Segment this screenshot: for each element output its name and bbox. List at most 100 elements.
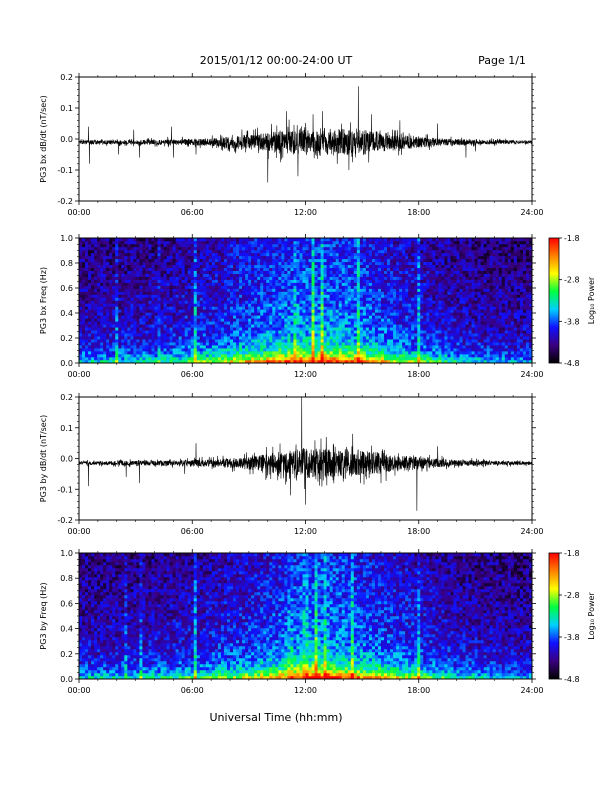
spectrogram-cell: [91, 255, 95, 260]
spectrogram-cell: [290, 282, 294, 286]
spectrogram-cell: [139, 282, 143, 286]
spectrogram-cell: [263, 288, 267, 292]
spectrogram-cell: [166, 336, 170, 340]
spectrogram-cell: [214, 327, 219, 331]
spectrogram-cell: [359, 270, 364, 274]
spectrogram-cell: [423, 348, 427, 352]
spectrogram-cell: [172, 327, 176, 331]
spectrogram-cell: [402, 276, 406, 280]
spectrogram-cell: [130, 330, 134, 334]
spectrogram-cell: [254, 264, 258, 269]
spectrogram-cell: [160, 306, 164, 310]
spectrogram-cell: [118, 261, 122, 266]
spectrogram-cell: [387, 306, 391, 310]
spectrogram-cell: [112, 357, 116, 361]
spectrogram-cell: [97, 321, 101, 325]
spectrogram-cell: [402, 258, 406, 263]
spectrogram-cell: [115, 360, 119, 364]
spectrogram-cell: [148, 238, 152, 242]
spectrogram-cell: [260, 270, 264, 274]
spectrogram-cell: [420, 249, 424, 254]
spectrogram-cell: [347, 267, 352, 271]
spectrogram-cell: [396, 354, 400, 358]
spectrogram-cell: [384, 249, 388, 254]
spectrogram-cell: [220, 279, 225, 283]
spectrogram-cell: [368, 315, 373, 319]
spectrogram-cell: [353, 276, 358, 280]
spectrogram-cell: [393, 240, 397, 245]
spectrogram-cell: [79, 279, 83, 283]
spectrogram-cell: [175, 243, 179, 248]
spectrogram-cell: [284, 324, 288, 328]
spectrogram-cell: [88, 321, 92, 325]
spectrogram-cell: [362, 318, 367, 322]
spectrogram-cell: [236, 285, 240, 289]
spectrogram-cell: [184, 342, 188, 346]
spectrogram-cell: [236, 261, 240, 266]
spectrogram-cell: [350, 276, 355, 280]
spectrogram-cell: [211, 327, 216, 331]
spectrogram-cell: [124, 291, 128, 295]
spectrogram-cell: [278, 258, 282, 263]
spectrogram-cell: [181, 330, 185, 334]
spectrogram-cell: [335, 297, 339, 301]
spectrogram-cell: [187, 306, 191, 310]
spectrogram-cell: [133, 249, 137, 254]
spectrogram-cell: [142, 330, 146, 334]
spectrogram-cell: [408, 273, 412, 277]
spectrogram-cell: [166, 309, 170, 313]
spectrogram-cell: [356, 330, 361, 334]
spectrogram-cell: [109, 303, 113, 307]
spectrogram-cell: [154, 357, 158, 361]
spectrogram-cell: [245, 258, 249, 263]
spectrogram-cell: [88, 336, 92, 340]
spectrogram-cell: [133, 243, 137, 248]
spectrogram-cell: [423, 315, 427, 319]
spectrogram-cell: [151, 351, 155, 355]
spectrogram-cell: [163, 264, 167, 269]
spectrogram-cell: [124, 258, 128, 263]
spectrogram-cell: [88, 294, 92, 298]
spectrogram-cell: [251, 243, 255, 248]
spectrogram-cell: [94, 336, 98, 340]
spectrogram-cell: [193, 238, 198, 242]
spectrogram-cell: [196, 258, 201, 263]
spectrogram-cell: [112, 291, 116, 295]
spectrogram-cell: [208, 318, 213, 322]
spectrogram-cell: [365, 291, 370, 295]
spectrogram-cell: [254, 303, 258, 307]
spectrogram-cell: [124, 321, 128, 325]
spectrogram-cell: [296, 306, 300, 310]
spectrogram-cell: [281, 315, 285, 319]
spectrogram-cell: [356, 327, 361, 331]
spectrogram-cell: [94, 342, 98, 346]
spectrogram-cell: [393, 246, 397, 251]
spectrogram-cell: [317, 270, 321, 274]
spectrogram-cell: [79, 354, 83, 358]
spectrogram-cell: [205, 267, 210, 271]
spectrogram-cell: [88, 303, 92, 307]
spectrogram-cell: [242, 351, 246, 355]
spectrogram-cell: [344, 348, 349, 352]
spectrogram-cell: [326, 238, 330, 242]
spectrogram-cell: [115, 330, 119, 334]
spectrogram-cell: [414, 309, 418, 313]
spectrogram-cell: [193, 348, 198, 352]
spectrogram-cell: [368, 321, 373, 325]
spectrogram-cell: [239, 282, 243, 286]
spectrogram-cell: [109, 252, 113, 257]
spectrogram-cell: [426, 360, 430, 364]
spectrogram-cell: [175, 291, 179, 295]
spectrogram-cell: [408, 270, 412, 274]
spectrogram-cell: [371, 312, 376, 316]
spectrogram-cell: [239, 306, 243, 310]
spectrogram-cell: [287, 300, 291, 304]
spectrogram-cell: [112, 297, 116, 301]
spectrogram-cell: [121, 276, 125, 280]
spectrogram-cell: [417, 279, 421, 283]
spectrogram-cell: [85, 327, 89, 331]
spectrogram-cell: [302, 249, 306, 254]
spectrogram-cell: [359, 276, 364, 280]
spectrogram-cell: [411, 285, 415, 289]
spectrogram-cell: [417, 327, 421, 331]
